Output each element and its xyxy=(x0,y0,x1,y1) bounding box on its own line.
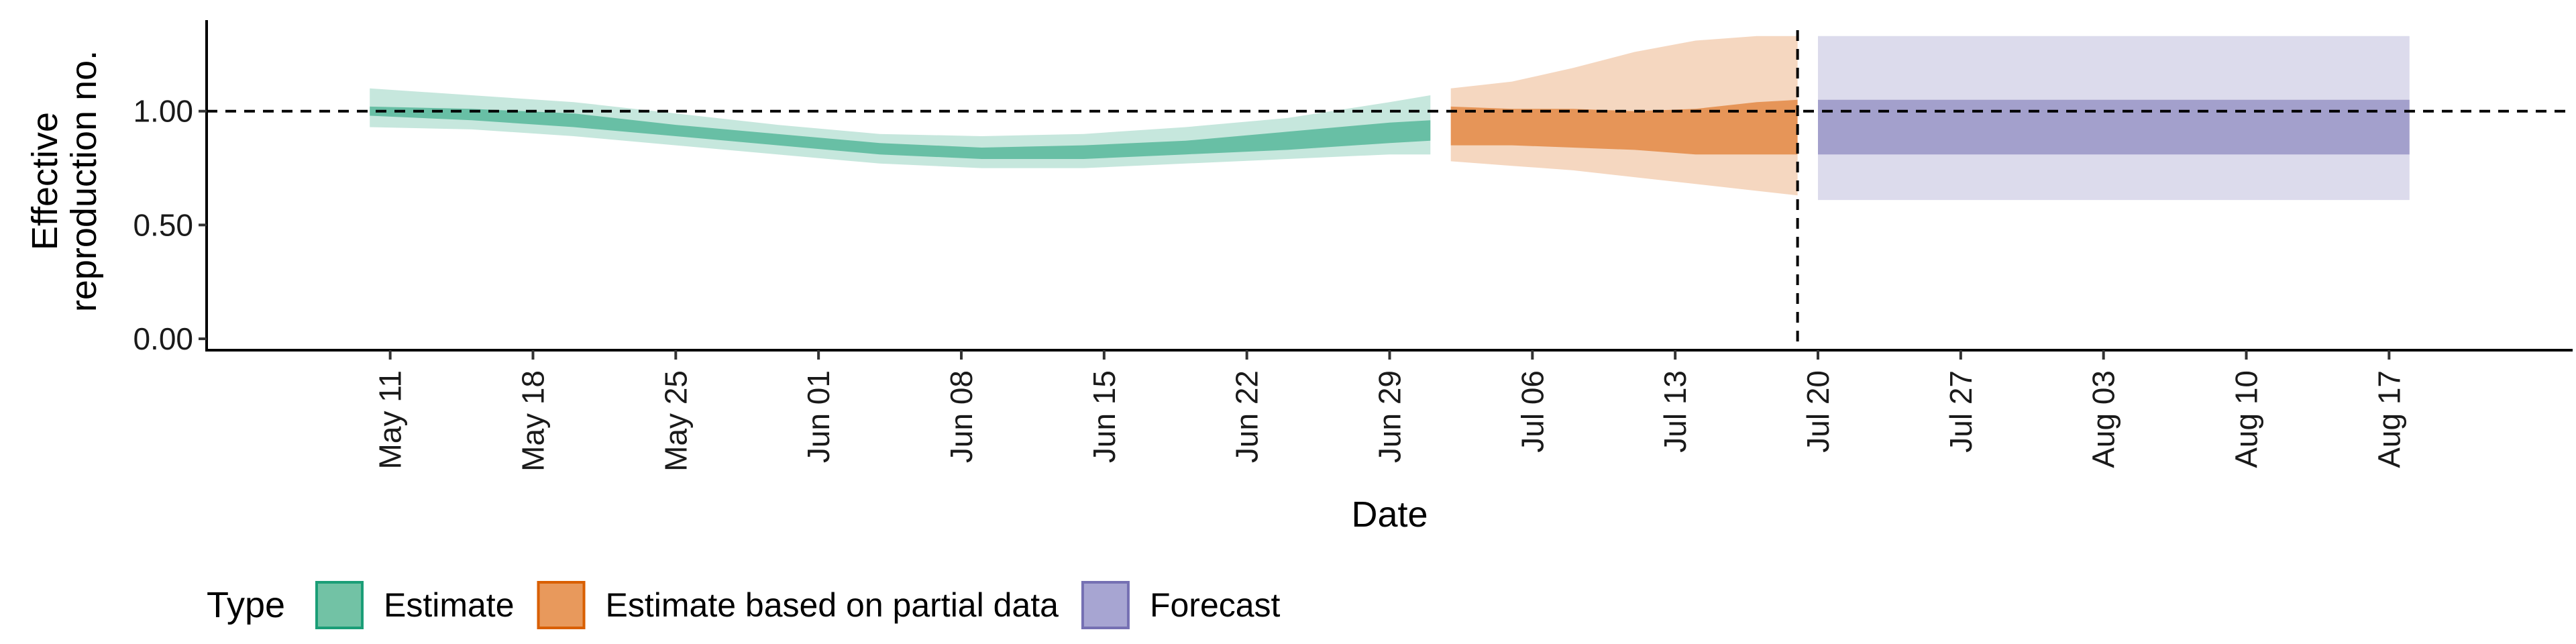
x-tick-label: Jun 15 xyxy=(1087,370,1122,463)
x-tick-label: Jul 27 xyxy=(1943,370,1978,453)
x-tick-label: May 25 xyxy=(658,370,693,472)
forecast-band-50 xyxy=(1818,99,2410,155)
axes: 0.00 0.50 1.00 May 11 May 18 May 25 Jun 01 Jun … xyxy=(25,20,2573,535)
x-tick-label: Aug 03 xyxy=(2086,370,2121,468)
estimate-based-on-partial-data-band-50 xyxy=(1450,99,1798,155)
x-tick-label: Jul 20 xyxy=(1801,370,1835,453)
x-tick-label: Jun 01 xyxy=(801,370,836,463)
uncertainty-bands xyxy=(370,36,2410,201)
legend: Type Estimate Estimate based on partial da… xyxy=(207,581,1281,629)
reference-lines xyxy=(207,30,2573,350)
legend-label-estimate-based-on-partial-data: Estimate based on partial data xyxy=(606,586,1059,624)
y-tick-label: 0.00 xyxy=(133,321,193,356)
y-tick-label: 1.00 xyxy=(133,94,193,129)
x-tick-label: Aug 10 xyxy=(2229,370,2264,468)
x-axis-title: Date xyxy=(1351,494,1428,535)
x-tick-label: Jun 29 xyxy=(1373,370,1407,463)
estimate-band-50 xyxy=(370,106,1431,159)
x-tick-label: Jun 08 xyxy=(944,370,979,463)
legend-swatch-forecast xyxy=(1081,581,1130,629)
y-tick-label: 0.50 xyxy=(133,207,193,242)
x-tick-label: Jul 13 xyxy=(1658,370,1693,453)
y-axis-title-line: reproduction no. xyxy=(64,50,104,312)
legend-swatch-estimate-based-on-partial-data xyxy=(537,581,586,629)
x-tick-label: Aug 17 xyxy=(2371,370,2406,468)
y-axis-title: Effectivereproduction no. xyxy=(25,50,104,312)
legend-swatch-estimate xyxy=(315,581,364,629)
estimate-band-90 xyxy=(370,88,1431,168)
x-tick-label: Jun 22 xyxy=(1230,370,1265,463)
legend-label-estimate: Estimate xyxy=(384,586,515,624)
x-tick-label: Jul 06 xyxy=(1515,370,1550,453)
legend-label-forecast: Forecast xyxy=(1150,586,1281,624)
legend-title: Type xyxy=(207,585,285,625)
x-tick-label: May 18 xyxy=(515,370,550,472)
x-tick-label: May 11 xyxy=(373,370,408,469)
y-axis-title-line: Effective xyxy=(25,112,65,250)
